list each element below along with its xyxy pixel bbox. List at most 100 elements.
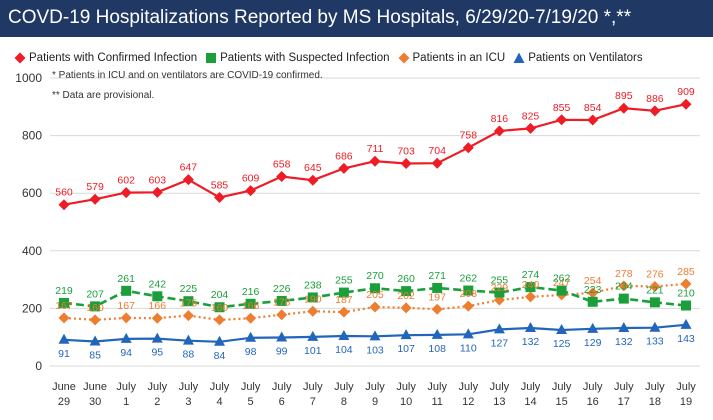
data-label-icu: 205 [366,289,384,301]
data-point-suspected [556,285,567,296]
x-tick-label-day: 10 [400,396,412,408]
legend-item-icu: Patients in an ICU [398,52,505,64]
legend-label-ventilators: Patients on Ventilators [528,52,643,64]
data-point-suspected [587,296,598,307]
data-point-suspected [401,286,412,297]
data-point-confirmed [58,199,70,211]
data-point-suspected [432,282,443,293]
data-point-ventilators [462,328,474,339]
data-point-ventilators [587,322,599,333]
x-tick-label-month: June [83,381,107,393]
data-point-suspected [90,301,101,312]
data-label-confirmed: 855 [553,102,571,114]
legend-diamond-icon [398,52,410,64]
data-label-confirmed: 603 [149,174,167,186]
x-tick-label-month: July [583,381,603,393]
data-point-confirmed [245,185,257,197]
data-label-confirmed: 560 [55,187,73,199]
x-tick-label-day: 3 [185,396,191,408]
data-label-suspected: 262 [553,273,571,285]
note-icu-ventilators: * Patients in ICU and on ventilators are… [52,70,323,81]
data-point-confirmed [338,162,350,174]
data-label-ventilators: 132 [615,336,633,348]
data-point-icu [649,281,661,293]
data-label-ventilators: 94 [120,347,132,359]
data-label-icu: 202 [397,290,415,302]
data-point-suspected [152,291,163,302]
legend-item-confirmed: Patients with Confirmed Infection [14,52,197,64]
x-tick-label-day: 7 [310,396,316,408]
data-label-ventilators: 143 [677,333,695,345]
data-point-ventilators [680,318,692,329]
data-point-ventilators [89,335,101,346]
data-point-confirmed [431,157,443,169]
x-tick-label-month: July [116,381,136,393]
data-point-ventilators [120,332,132,343]
data-point-icu [680,278,692,290]
data-label-confirmed: 758 [460,130,478,142]
x-tick-label-month: July [272,381,292,393]
x-tick-label-month: July [521,381,541,393]
title-bar: COVD-19 Hospitalizations Reported by MS … [0,0,713,37]
data-point-ventilators [369,330,381,341]
data-label-suspected: 216 [242,286,260,298]
data-point-suspected [338,287,349,298]
data-point-confirmed [618,102,630,114]
data-point-icu [369,301,381,313]
data-label-ventilators: 88 [183,349,195,361]
x-tick-label-month: July [614,381,634,393]
data-label-ventilators: 99 [276,345,288,357]
data-point-suspected [121,285,132,296]
data-point-confirmed [400,158,412,170]
x-tick-label-day: 13 [493,396,505,408]
data-point-ventilators [338,330,350,341]
x-tick-label-month: July [334,381,354,393]
data-point-suspected [649,297,660,308]
data-point-suspected [618,293,629,304]
data-point-ventilators [151,332,163,343]
legend-diamond-icon [14,52,26,64]
data-label-ventilators: 125 [553,338,571,350]
x-tick-label-day: 4 [216,396,222,408]
data-label-suspected: 234 [615,281,633,293]
x-tick-label-month: July [459,381,479,393]
x-tick-label-month: July [148,381,168,393]
data-point-ventilators [276,331,288,342]
x-tick-label-month: July [303,381,323,393]
x-tick-label-day: 18 [649,396,661,408]
data-point-icu [307,305,319,317]
data-point-ventilators [245,331,257,342]
x-tick-label-month: July [241,381,261,393]
data-label-ventilators: 108 [428,343,446,355]
data-label-ventilators: 104 [335,344,353,356]
data-label-suspected: 262 [460,273,478,285]
data-label-suspected: 270 [366,270,384,282]
x-tick-label-month: July [396,381,416,393]
data-label-icu: 160 [86,302,104,314]
data-point-icu [58,312,70,324]
data-label-confirmed: 886 [646,93,664,105]
data-point-suspected [59,297,69,308]
data-label-suspected: 238 [304,279,322,291]
x-tick-label-day: 30 [89,396,101,408]
x-tick-label-month: July [427,381,447,393]
data-point-confirmed [276,170,288,182]
legend-label-suspected: Patients with Suspected Infection [220,52,390,64]
data-label-ventilators: 101 [304,345,322,357]
data-label-icu: 175 [180,298,198,310]
data-point-icu [276,309,288,321]
x-tick-label-month: June [52,381,76,393]
data-point-icu [89,314,101,326]
data-label-icu: 285 [677,266,695,278]
y-tick-label: 200 [22,301,42,315]
data-label-icu: 208 [460,288,478,300]
data-label-confirmed: 909 [677,86,695,98]
data-label-confirmed: 854 [584,102,602,114]
data-point-suspected [463,285,474,296]
x-tick-label-month: July [552,381,572,393]
data-point-icu [400,302,412,314]
data-point-icu [618,280,630,292]
x-tick-label-month: July [365,381,385,393]
x-tick-label-day: 6 [279,396,285,408]
